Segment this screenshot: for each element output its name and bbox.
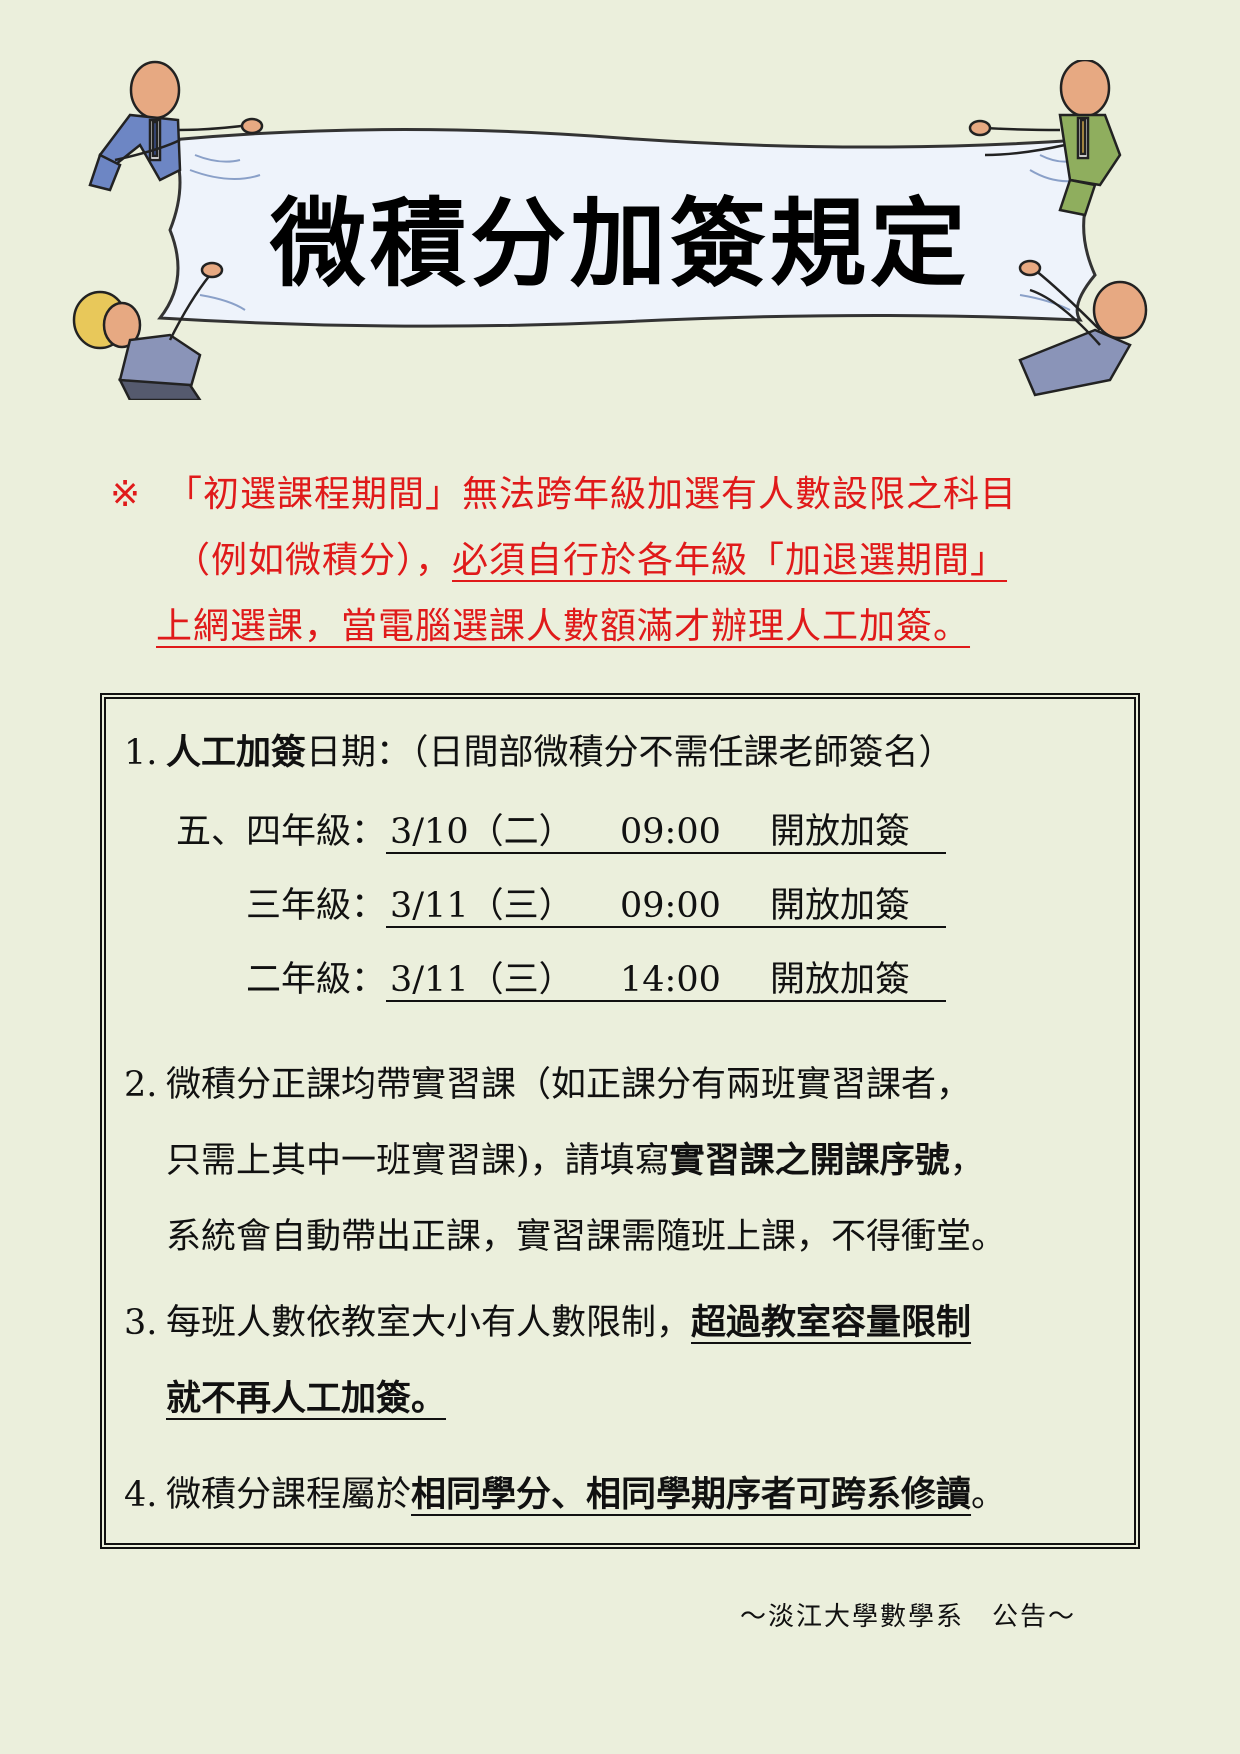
schedule-time: 14:00 xyxy=(620,960,721,1000)
rule-2-text-2-bold: 實習課之開課序號 xyxy=(669,1140,950,1181)
rules-box: 1. 人工加簽日期：（日間部微積分不需任課老師簽名） 五、四年級： 3/10（二） 0… xyxy=(100,693,1140,1549)
rule-item-3: 3. 每班人數依教室大小有人數限制，超過教室容量限制 就不再人工加簽。 xyxy=(124,1285,1124,1437)
schedule-date: 3/11（三） xyxy=(390,960,574,1000)
person-bottom-right xyxy=(1018,259,1148,397)
rule-4-line-1: 4. 微積分課程屬於相同學分、相同學期序者可跨系修讀。 xyxy=(124,1457,1124,1533)
schedule-date: 3/11（三） xyxy=(390,886,574,926)
schedule-row: 二年級： 3/11（三） 14:00 開放加簽 xyxy=(124,943,1124,1017)
schedule-action: 開放加簽 xyxy=(770,812,911,852)
rule-3-text-2-underlined: 就不再人工加簽。 xyxy=(166,1378,447,1419)
rule-item-4: 4. 微積分課程屬於相同學分、相同學期序者可跨系修讀。 xyxy=(124,1457,1124,1533)
rules-list: 1. 人工加簽日期：（日間部微積分不需任課老師簽名） 五、四年級： 3/10（二） 0… xyxy=(124,723,1124,1533)
rule-number: 1. xyxy=(124,733,158,773)
rule-4-text-end: 。 xyxy=(971,1475,1007,1515)
reference-mark-icon: ※ xyxy=(110,474,142,515)
rule-4-text-underlined: 相同學分、相同學期序者可跨系修讀 xyxy=(411,1474,972,1515)
rule-item-1-heading: 1. 人工加簽日期：（日間部微積分不需任課老師簽名） xyxy=(124,723,1124,795)
rule-3-text-1-underlined: 超過教室容量限制 xyxy=(691,1302,972,1343)
person-top-right xyxy=(968,60,1122,217)
schedule-date: 3/10（二） xyxy=(390,812,574,852)
schedule-value: 3/11（三） 14:00 開放加簽 xyxy=(386,960,946,1002)
schedule-row: 五、四年級： 3/10（二） 09:00 開放加簽 xyxy=(124,795,1124,869)
rule-2-text-1: 微積分正課均帶實習課（如正課分有兩班實習課者， xyxy=(166,1065,972,1105)
schedule-action: 開放加簽 xyxy=(770,960,911,1000)
notice-line-1: ※ 「初選課程期間」無法跨年級加選有人數設限之科目 xyxy=(110,462,1140,528)
rule-item-2: 2. 微積分正課均帶實習課（如正課分有兩班實習課者， 只需上其中一班實習課)，請填… xyxy=(124,1047,1124,1275)
rule-2-text-2: 只需上其中一班實習課)，請填寫 xyxy=(166,1141,670,1181)
notice-text-1: 「初選課程期間」無法跨年級加選有人數設限之科目 xyxy=(166,474,1018,515)
schedule-row: 三年級： 3/11（三） 09:00 開放加簽 xyxy=(124,869,1124,943)
footer-signature: ～淡江大學數學系 公告～ xyxy=(740,1602,1077,1632)
rule-4-text: 微積分課程屬於 xyxy=(166,1475,412,1515)
rule-2-line-2: 只需上其中一班實習課)，請填寫實習課之開課序號， xyxy=(124,1123,1124,1199)
notice-line-3: 上網選課，當電腦選課人數額滿才辦理人工加簽。 xyxy=(110,594,1140,660)
schedule-grade-label: 五、四年級： xyxy=(175,812,386,852)
rule-2-line-1: 2. 微積分正課均帶實習課（如正課分有兩班實習課者， xyxy=(124,1047,1124,1123)
rule-2-line-3: 系統會自動帶出正課，實習課需隨班上課，不得衝堂。 xyxy=(124,1199,1124,1275)
schedule-value: 3/11（三） 09:00 開放加簽 xyxy=(386,886,946,928)
schedule-time: 09:00 xyxy=(620,812,721,852)
rule-3-line-2: 就不再人工加簽。 xyxy=(124,1361,1124,1437)
schedule-time: 09:00 xyxy=(620,886,721,926)
rule-2-text-3: 系統會自動帶出正課，實習課需隨班上課，不得衝堂。 xyxy=(166,1217,1007,1257)
banner-title: 微積分加簽規定 xyxy=(270,187,970,300)
rule-number: 3. xyxy=(124,1303,158,1343)
schedule-grade-label: 三年級： xyxy=(245,886,386,926)
rule-number: 4. xyxy=(124,1475,158,1515)
schedule-value: 3/10（二） 09:00 開放加簽 xyxy=(386,812,946,854)
schedule-action: 開放加簽 xyxy=(770,886,911,926)
banner-illustration xyxy=(72,60,1148,400)
notice-text-3-underlined: 上網選課，當電腦選課人數額滿才辦理人工加簽。 xyxy=(156,606,971,647)
rule-3-line-1: 3. 每班人數依教室大小有人數限制，超過教室容量限制 xyxy=(124,1285,1124,1361)
red-notice: ※ 「初選課程期間」無法跨年級加選有人數設限之科目 （例如微積分），必須自行於各年… xyxy=(110,462,1140,660)
rule-1-title-bold: 人工加簽 xyxy=(166,732,307,773)
notice-text-2-plain: （例如微積分）， xyxy=(174,540,453,581)
schedule-grade-label: 二年級： xyxy=(245,960,386,1000)
rule-2-text-2-end: ， xyxy=(949,1141,985,1181)
notice-text-2-underlined: 必須自行於各年級「加退選期間」 xyxy=(452,540,1008,581)
rule-3-text-1: 每班人數依教室大小有人數限制， xyxy=(166,1303,692,1343)
rule-number: 2. xyxy=(124,1065,158,1105)
rule-1-title: 日期：（日間部微積分不需任課老師簽名） xyxy=(306,733,954,773)
person-bottom-left xyxy=(72,261,224,400)
banner-sheet xyxy=(157,127,1102,328)
person-top-left xyxy=(88,60,264,192)
notice-line-2: （例如微積分），必須自行於各年級「加退選期間」 xyxy=(110,528,1140,594)
